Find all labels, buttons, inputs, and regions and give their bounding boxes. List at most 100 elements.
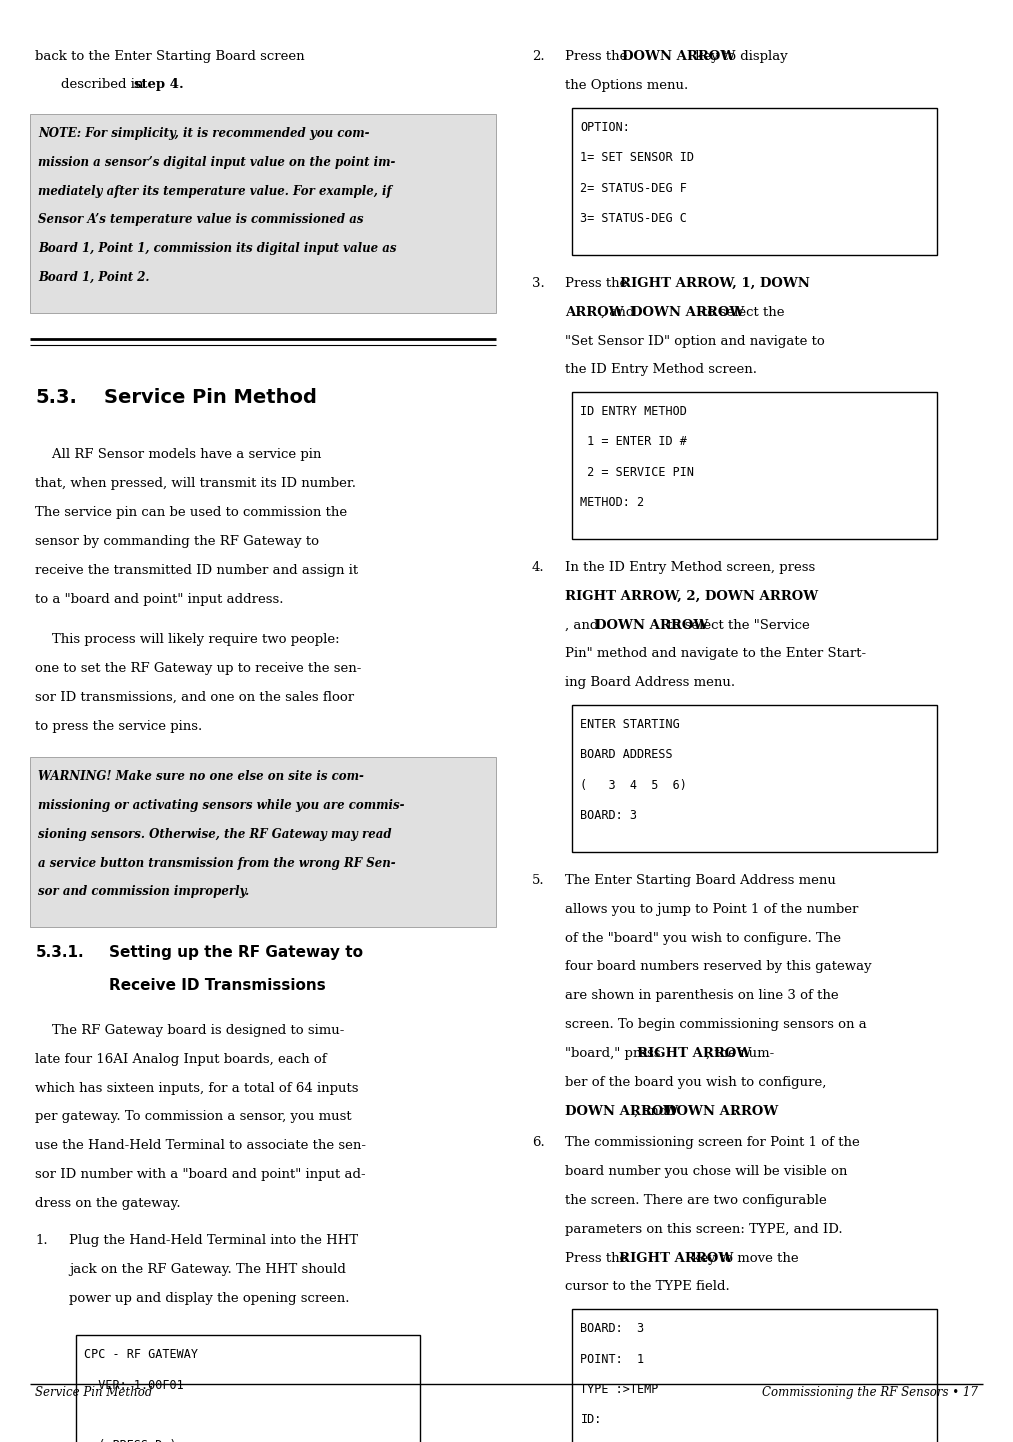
Text: board number you chose will be visible on: board number you chose will be visible o… [565, 1165, 848, 1178]
Text: 1.: 1. [35, 1234, 48, 1247]
Text: to press the service pins.: to press the service pins. [35, 720, 203, 733]
Text: dress on the gateway.: dress on the gateway. [35, 1197, 181, 1210]
Text: 2 = SERVICE PIN: 2 = SERVICE PIN [580, 466, 695, 479]
Bar [30, 114, 496, 313]
Text: sor and commission improperly.: sor and commission improperly. [38, 885, 250, 898]
Text: ing Board Address menu.: ing Board Address menu. [565, 676, 735, 689]
Text: back to the Enter Starting Board screen: back to the Enter Starting Board screen [35, 50, 305, 63]
Text: OPTION:: OPTION: [580, 121, 630, 134]
Text: the Options menu.: the Options menu. [565, 79, 689, 92]
Text: The RF Gateway board is designed to simu-: The RF Gateway board is designed to simu… [35, 1024, 344, 1037]
Text: Board 1, Point 1, commission its digital input value as: Board 1, Point 1, commission its digital… [38, 242, 397, 255]
Text: are shown in parenthesis on line 3 of the: are shown in parenthesis on line 3 of th… [565, 989, 839, 1002]
Text: DOWN ARROW: DOWN ARROW [631, 306, 745, 319]
Text: (   3  4  5  6): ( 3 4 5 6) [580, 779, 688, 792]
Text: METHOD: 2: METHOD: 2 [580, 496, 644, 509]
Text: Setting up the RF Gateway to: Setting up the RF Gateway to [109, 945, 364, 959]
Text: Service Pin Method: Service Pin Method [104, 388, 317, 407]
Text: ( PRESS D ): ( PRESS D ) [84, 1439, 176, 1442]
Text: receive the transmitted ID number and assign it: receive the transmitted ID number and as… [35, 564, 359, 577]
Text: Receive ID Transmissions: Receive ID Transmissions [109, 978, 326, 992]
Text: sor ID number with a "board and point" input ad-: sor ID number with a "board and point" i… [35, 1168, 366, 1181]
Text: 6.: 6. [532, 1136, 545, 1149]
Text: Press the: Press the [565, 1252, 632, 1265]
Text: key to move the: key to move the [688, 1252, 798, 1265]
Text: jack on the RF Gateway. The HHT should: jack on the RF Gateway. The HHT should [69, 1263, 345, 1276]
Text: mediately after its temperature value. For example, if: mediately after its temperature value. F… [38, 185, 392, 198]
Text: WARNING! Make sure no one else on site is com-: WARNING! Make sure no one else on site i… [38, 770, 365, 783]
Text: the screen. There are two configurable: the screen. There are two configurable [565, 1194, 827, 1207]
Text: , and: , and [565, 619, 603, 632]
Bar [572, 392, 937, 539]
Text: , and: , and [601, 306, 638, 319]
Text: CPC - RF GATEWAY: CPC - RF GATEWAY [84, 1348, 199, 1361]
Bar [76, 1335, 420, 1442]
Text: Sensor A’s temperature value is commissioned as: Sensor A’s temperature value is commissi… [38, 213, 364, 226]
Text: sor ID transmissions, and one on the sales floor: sor ID transmissions, and one on the sal… [35, 691, 355, 704]
Text: 1= SET SENSOR ID: 1= SET SENSOR ID [580, 151, 695, 164]
Text: to a "board and point" input address.: to a "board and point" input address. [35, 593, 284, 606]
Text: that, when pressed, will transmit its ID number.: that, when pressed, will transmit its ID… [35, 477, 357, 490]
Text: late four 16AI Analog Input boards, each of: late four 16AI Analog Input boards, each… [35, 1053, 327, 1066]
Text: allows you to jump to Point 1 of the number: allows you to jump to Point 1 of the num… [565, 903, 859, 916]
Text: mission a sensor’s digital input value on the point im-: mission a sensor’s digital input value o… [38, 156, 396, 169]
Text: Pin" method and navigate to the Enter Start-: Pin" method and navigate to the Enter St… [565, 647, 866, 660]
Text: RIGHT ARROW: RIGHT ARROW [619, 1252, 733, 1265]
Text: four board numbers reserved by this gateway: four board numbers reserved by this gate… [565, 960, 872, 973]
Bar [572, 108, 937, 255]
Text: , the num-: , the num- [706, 1047, 774, 1060]
Text: 3= STATUS-DEG C: 3= STATUS-DEG C [580, 212, 688, 225]
Text: BOARD:  3: BOARD: 3 [580, 1322, 644, 1335]
Text: This process will likely require two people:: This process will likely require two peo… [35, 633, 340, 646]
Text: DOWN ARROW: DOWN ARROW [622, 50, 735, 63]
Text: TYPE :>TEMP: TYPE :>TEMP [580, 1383, 658, 1396]
Text: , and: , and [634, 1105, 672, 1118]
Text: 3.: 3. [532, 277, 545, 290]
Text: the ID Entry Method screen.: the ID Entry Method screen. [565, 363, 758, 376]
Text: "board," press: "board," press [565, 1047, 665, 1060]
Text: RIGHT ARROW: RIGHT ARROW [637, 1047, 752, 1060]
Text: Board 1, Point 2.: Board 1, Point 2. [38, 271, 150, 284]
Text: power up and display the opening screen.: power up and display the opening screen. [69, 1292, 349, 1305]
Text: BOARD: 3: BOARD: 3 [580, 809, 637, 822]
Text: screen. To begin commissioning sensors on a: screen. To begin commissioning sensors o… [565, 1018, 867, 1031]
Text: 2.: 2. [532, 50, 544, 63]
Text: "Set Sensor ID" option and navigate to: "Set Sensor ID" option and navigate to [565, 335, 825, 348]
Text: The Enter Starting Board Address menu: The Enter Starting Board Address menu [565, 874, 836, 887]
Text: use the Hand-Held Terminal to associate the sen-: use the Hand-Held Terminal to associate … [35, 1139, 367, 1152]
Text: In the ID Entry Method screen, press: In the ID Entry Method screen, press [565, 561, 815, 574]
Text: one to set the RF Gateway up to receive the sen-: one to set the RF Gateway up to receive … [35, 662, 362, 675]
Bar [572, 705, 937, 852]
Text: NOTE: For simplicity, it is recommended you com-: NOTE: For simplicity, it is recommended … [38, 127, 370, 140]
Text: 5.3.: 5.3. [35, 388, 77, 407]
Text: VER: 1.00F01: VER: 1.00F01 [84, 1379, 183, 1392]
Text: Plug the Hand-Held Terminal into the HHT: Plug the Hand-Held Terminal into the HHT [69, 1234, 358, 1247]
Text: Commissioning the RF Sensors • 17: Commissioning the RF Sensors • 17 [762, 1386, 978, 1399]
Text: All RF Sensor models have a service pin: All RF Sensor models have a service pin [35, 448, 322, 461]
Text: POINT:  1: POINT: 1 [580, 1353, 644, 1366]
Text: ARROW: ARROW [565, 306, 624, 319]
Text: of the "board" you wish to configure. The: of the "board" you wish to configure. Th… [565, 932, 841, 945]
Text: 4.: 4. [532, 561, 544, 574]
Text: RIGHT ARROW, 1, DOWN: RIGHT ARROW, 1, DOWN [620, 277, 809, 290]
Text: ID ENTRY METHOD: ID ENTRY METHOD [580, 405, 688, 418]
Text: to select the "Service: to select the "Service [663, 619, 809, 632]
Text: sensor by commanding the RF Gateway to: sensor by commanding the RF Gateway to [35, 535, 319, 548]
Text: key to display: key to display [691, 50, 788, 63]
Text: ber of the board you wish to configure,: ber of the board you wish to configure, [565, 1076, 827, 1089]
Text: to select the: to select the [698, 306, 784, 319]
Text: ID:: ID: [580, 1413, 602, 1426]
Text: sioning sensors. Otherwise, the RF Gateway may read: sioning sensors. Otherwise, the RF Gatew… [38, 828, 392, 841]
Bar [30, 757, 496, 927]
Text: cursor to the TYPE field.: cursor to the TYPE field. [565, 1280, 730, 1293]
Text: Press the: Press the [565, 277, 632, 290]
Text: The commissioning screen for Point 1 of the: The commissioning screen for Point 1 of … [565, 1136, 860, 1149]
Text: described in: described in [61, 78, 148, 91]
Text: Service Pin Method: Service Pin Method [35, 1386, 153, 1399]
Text: 5.3.1.: 5.3.1. [35, 945, 84, 959]
Text: DOWN ARROW: DOWN ARROW [595, 619, 708, 632]
Text: 1 = ENTER ID #: 1 = ENTER ID # [580, 435, 688, 448]
Text: a service button transmission from the wrong RF Sen-: a service button transmission from the w… [38, 857, 396, 870]
Text: DOWN ARROW: DOWN ARROW [665, 1105, 778, 1118]
Text: RIGHT ARROW, 2, DOWN ARROW: RIGHT ARROW, 2, DOWN ARROW [565, 590, 819, 603]
